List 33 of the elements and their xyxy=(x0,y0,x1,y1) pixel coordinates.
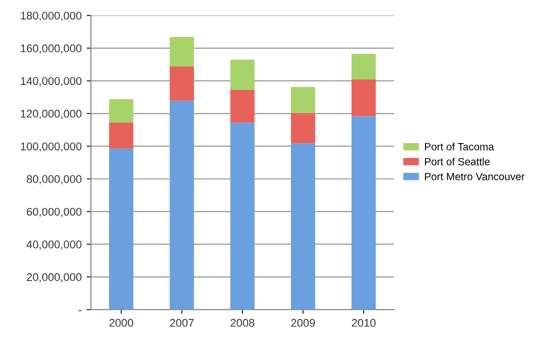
bar xyxy=(352,116,376,310)
x-tick-label: 2010 xyxy=(352,318,376,327)
bar xyxy=(230,122,255,310)
legend-label: Port Metro Vancouver xyxy=(425,172,525,180)
bar xyxy=(352,80,376,116)
y-tick-label: 80,000,000 xyxy=(26,175,82,184)
bar xyxy=(352,54,376,80)
x-tick-label: 2009 xyxy=(291,318,315,327)
bar xyxy=(290,87,316,113)
bar xyxy=(109,122,134,149)
bar xyxy=(109,99,134,122)
y-tick-label: 160,000,000 xyxy=(20,44,82,54)
bar xyxy=(170,66,194,101)
y-tick-label: 40,000,000 xyxy=(26,240,82,250)
legend-label: Port of Tacoma xyxy=(425,142,494,150)
y-tick-label: 180,000,000 xyxy=(20,12,82,21)
bar xyxy=(170,37,194,66)
y-tick-label: 120,000,000 xyxy=(20,110,82,119)
bar xyxy=(290,112,316,144)
y-tick-label: 60,000,000 xyxy=(26,208,82,218)
bar xyxy=(109,148,134,310)
x-tick-label: 2000 xyxy=(109,318,134,327)
y-tick-label: 20,000,000 xyxy=(26,273,82,282)
y-tick-label: 140,000,000 xyxy=(20,77,82,86)
legend-label: Port of Seattle xyxy=(425,158,490,166)
bar xyxy=(290,143,316,310)
x-tick-label: 2008 xyxy=(230,318,254,327)
x-tick-label: 2007 xyxy=(170,318,194,327)
bar xyxy=(230,60,255,90)
bar xyxy=(230,90,255,123)
y-tick-label: 100,000,000 xyxy=(20,142,82,152)
bar xyxy=(170,100,194,310)
y-tick-label: - xyxy=(78,310,82,312)
